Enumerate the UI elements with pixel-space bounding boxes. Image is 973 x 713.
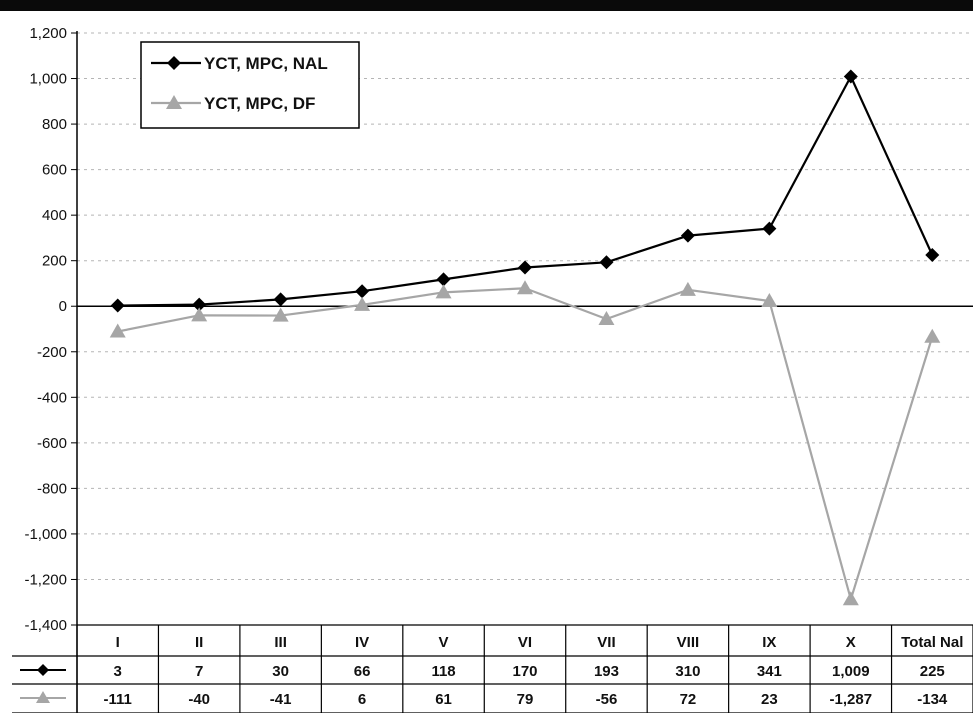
legend-marker-triangle [166, 95, 182, 109]
table-cell-value: -56 [596, 691, 618, 708]
table-cell-value: -41 [270, 691, 292, 708]
data-point-diamond [680, 228, 695, 243]
table-cell-value: 3 [114, 663, 122, 680]
table-cell-value: 341 [757, 663, 782, 680]
data-point-triangle [842, 591, 859, 606]
category-label: X [846, 634, 856, 651]
data-point-triangle [679, 281, 696, 296]
legend-label: YCT, MPC, NAL [204, 54, 328, 73]
data-point-triangle [761, 292, 778, 307]
data-point-diamond [762, 221, 777, 236]
category-label: IX [762, 634, 776, 651]
series-line [117, 287, 934, 601]
table-cell-value: 72 [680, 691, 697, 708]
data-point-diamond [355, 284, 370, 299]
table-cell-value: -111 [104, 691, 132, 708]
y-tick-label: 200 [42, 253, 67, 270]
category-label: I [116, 634, 120, 651]
table-cell-value: -1,287 [830, 691, 873, 708]
table-cell-value: 1,009 [832, 663, 870, 680]
y-tick-label: -1,400 [24, 617, 67, 634]
data-point-diamond [436, 272, 451, 287]
table-cell-value: 23 [761, 691, 778, 708]
table-key-diamond [37, 664, 49, 676]
y-tick-label: 0 [59, 298, 67, 315]
category-label: IV [355, 634, 369, 651]
data-point-triangle [598, 310, 615, 325]
table-cell-value: 225 [920, 663, 945, 680]
category-label: VIII [677, 634, 700, 651]
y-tick-label: -600 [37, 435, 67, 452]
table-cell-value: 118 [431, 663, 455, 680]
y-tick-label: 1,200 [29, 25, 67, 42]
data-point-triangle [191, 307, 208, 322]
table-cell-value: 61 [435, 691, 452, 708]
table-cell-value: 310 [675, 663, 700, 680]
data-point-triangle [272, 307, 289, 322]
table-cell-value: 6 [358, 691, 366, 708]
y-tick-label: 800 [42, 116, 67, 133]
top-black-bar [0, 0, 973, 11]
category-label: III [274, 634, 287, 651]
category-label: VI [518, 634, 532, 651]
y-tick-label: -200 [37, 344, 67, 361]
category-label: VII [597, 634, 615, 651]
data-point-diamond [518, 260, 532, 275]
data-point-diamond [273, 292, 288, 307]
data-point-diamond [843, 69, 858, 84]
data-point-triangle [517, 280, 533, 295]
legend-marker-diamond [167, 56, 181, 70]
table-cell-value: 30 [272, 663, 289, 680]
data-point-triangle [435, 284, 452, 299]
legend-box [140, 41, 360, 129]
table-cell-value: 7 [195, 663, 203, 680]
table-cell-value: 170 [512, 663, 537, 680]
data-point-diamond [925, 248, 940, 262]
table-key-triangle [36, 691, 50, 703]
legend: YCT, MPC, NAL YCT, MPC, DF [140, 41, 360, 129]
y-tick-label: -1,200 [24, 571, 67, 588]
table-cell-value: 79 [517, 691, 534, 708]
table-cell-value: 193 [594, 663, 619, 680]
table-cell-value: -40 [188, 691, 210, 708]
data-point-triangle [354, 296, 371, 311]
y-tick-label: 600 [42, 162, 67, 179]
y-tick-label: 1,000 [29, 71, 67, 88]
data-point-diamond [599, 255, 614, 270]
y-tick-label: -800 [37, 480, 67, 497]
y-tick-label: 400 [42, 207, 67, 224]
category-label: Total Nal [901, 634, 963, 651]
data-point-diamond [110, 298, 125, 313]
data-point-triangle [109, 323, 126, 338]
category-label: V [439, 634, 449, 651]
data-point-triangle [924, 328, 941, 343]
data-point-diamond [192, 297, 207, 312]
series [109, 69, 941, 606]
legend-label: YCT, MPC, DF [204, 94, 315, 113]
y-tick-label: -1,000 [24, 526, 67, 543]
axes: 1,200 1,000 800 600 400 200 0 -200 -400 -600 -800 -… [24, 25, 973, 713]
category-label: II [195, 634, 203, 651]
table-cell-value: -134 [917, 691, 948, 708]
gridlines [77, 32, 973, 580]
table-cell-value: 66 [354, 663, 371, 680]
y-tick-label: -400 [37, 389, 67, 406]
